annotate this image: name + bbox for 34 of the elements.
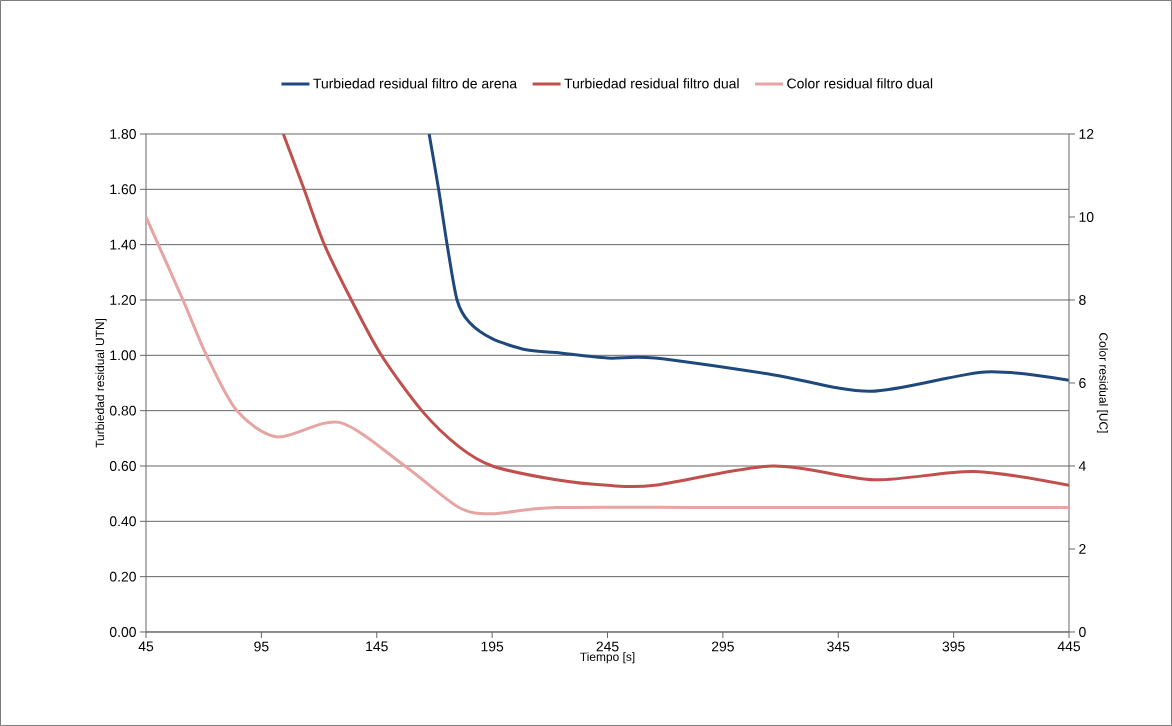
y-tick-label: 0.40: [109, 516, 136, 527]
x-tick-label: 95: [254, 641, 269, 652]
x-tick-label: 395: [942, 641, 965, 652]
y-axis-title: Turbiedad residual UTN]: [95, 318, 107, 448]
x-tick-label: 45: [138, 641, 154, 652]
legend-label: Turbiedad residual filtro de arena: [313, 78, 518, 89]
x-axis-title: Tiempo [s]: [580, 652, 635, 664]
y-tick-label: 0.80: [109, 405, 136, 416]
y2-axis-title: Color residual [UC]: [1096, 333, 1109, 433]
y2-tick-label: 4: [1078, 461, 1086, 471]
line-series: [146, 215, 1070, 516]
y2-tick-label: 2: [1079, 544, 1086, 554]
y2-tick-label: 8: [1079, 295, 1086, 305]
y-tick-label: 1.00: [110, 350, 136, 361]
y2-tick-label: 12: [1079, 129, 1094, 139]
legend-label: Turbiedad residual filtro dual: [564, 78, 739, 89]
y-tick-label: 1.60: [110, 184, 136, 195]
x-tick-label: 345: [827, 641, 850, 652]
x-tick-label: 145: [366, 641, 388, 652]
y2-tick-label: 10: [1079, 212, 1094, 222]
y-tick-label: 0.20: [109, 571, 136, 582]
x-tick-label: 445: [1057, 641, 1081, 652]
line-series: [427, 133, 1070, 393]
y2-tick-label: 6: [1079, 378, 1086, 388]
y2-tick-label: 0: [1079, 627, 1086, 637]
y-tick-label: 1.20: [110, 295, 136, 305]
y-tick-label: 0.00: [109, 627, 136, 637]
y-tick-label: 1.80: [110, 129, 136, 139]
x-tick-label: 195: [481, 641, 504, 652]
y-tick-label: 0.60: [109, 461, 136, 471]
x-tick-label: 295: [711, 641, 734, 652]
legend-label: Color residual filtro dual: [787, 78, 933, 89]
y-tick-label: 1.40: [110, 239, 136, 250]
x-tick-label: 245: [596, 641, 619, 652]
